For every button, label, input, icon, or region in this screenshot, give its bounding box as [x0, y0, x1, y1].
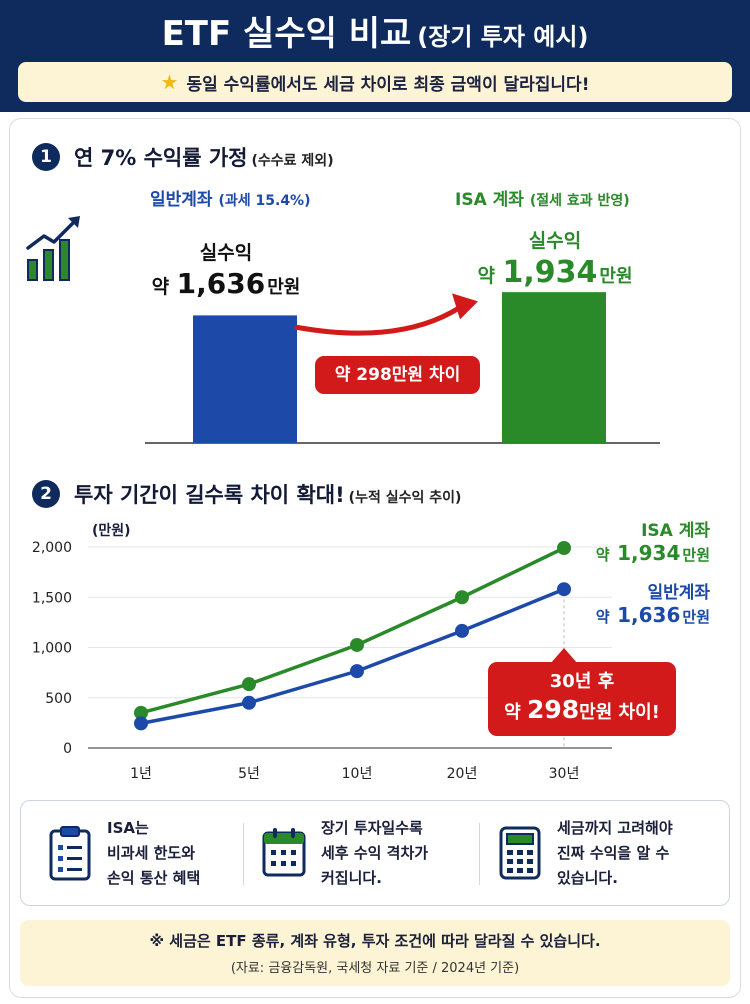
x-tick-label: 1년: [130, 766, 152, 782]
section2-number: 2: [32, 480, 60, 508]
info-item-longterm: 장기 투자일수록 세후 수익 격차가 커집니다.: [261, 801, 428, 905]
info-item-isa: ISA는 비과세 한도와 손익 통산 혜택: [47, 801, 200, 905]
general-tax-note: (과세 15.4%): [218, 193, 311, 209]
y-tick-label: 1,000: [32, 641, 72, 657]
general-value-label: 실수익: [199, 242, 253, 264]
isa-account-label: ISA 계좌 (절세 효과 반영): [455, 190, 630, 210]
data-point-isa: [455, 590, 469, 605]
y-tick-label: 1,500: [32, 590, 72, 606]
data-point-isa: [242, 677, 256, 692]
section2-note: (누적 실수익 추이): [348, 490, 462, 506]
legend-isa: ISA 계좌 약 1,934 만원: [560, 516, 710, 565]
isa-amount: 1,934: [502, 255, 598, 290]
info-divider: [479, 823, 480, 885]
legend-isa-amount: 1,934: [617, 541, 681, 565]
isa-value-text: 실수익 약 1,934 만원: [470, 226, 640, 290]
y-unit-label: (만원): [92, 523, 131, 539]
x-tick-label: 5년: [238, 766, 260, 782]
callout-amount: 298: [526, 695, 580, 724]
info-text-longterm: 장기 투자일수록 세후 수익 격차가 커집니다.: [321, 818, 429, 887]
general-value-text: 실수익 약 1,636 만원: [146, 238, 306, 300]
info-text-tax: 세금까지 고려해야 진짜 수익을 알 수 있습니다.: [557, 818, 673, 887]
y-tick-label: 2,000: [32, 540, 72, 556]
clipboard-checklist-icon: [49, 826, 91, 881]
footer-source: (자료: 금융감독원, 국세청 자료 기준 / 2024년 기준): [230, 961, 520, 976]
trend-line-chart: 0 500 1,000 1,500 2,000 1년 5년 10년 20년 30년: [32, 540, 612, 782]
data-point-general: [350, 664, 364, 679]
legend-general-amount: 1,636: [617, 603, 681, 627]
comparison-bar-chart: [145, 292, 660, 444]
legend-general: 일반계좌 약 1,636 만원: [560, 578, 710, 627]
info-banner: ★ 동일 수익률에서도 세금 차이로 최종 금액이 달라집니다!: [18, 62, 732, 102]
x-tick-label: 20년: [447, 766, 478, 782]
callout-line1: 30년 후: [549, 671, 615, 692]
growth-chart-icon: [26, 216, 80, 281]
data-point-isa: [557, 541, 571, 556]
data-point-general: [242, 695, 256, 710]
isa-value-label: 실수익: [528, 230, 582, 252]
bar-isa: [502, 292, 606, 443]
x-tick-label: 10년: [342, 766, 373, 782]
difference-arrow-head: [452, 293, 478, 320]
banner-text: 동일 수익률에서도 세금 차이로 최종 금액이 달라집니다!: [186, 74, 590, 95]
legend-isa-name: ISA 계좌: [641, 521, 710, 541]
difference-arrow: [294, 304, 463, 336]
y-tick-label: 500: [45, 691, 72, 707]
page-subtitle: (장기 투자 예시): [417, 23, 589, 51]
info-box: ISA는 비과세 한도와 손익 통산 혜택 장기 투자일수록 세후 수익 격차가…: [20, 800, 730, 906]
difference-badge: 약 298만원 차이: [315, 356, 480, 394]
star-icon: ★: [160, 70, 179, 94]
isa-tax-note: (절세 효과 반영): [529, 193, 630, 209]
section1-number: 1: [32, 143, 60, 171]
bar-general: [193, 315, 297, 443]
footer-note: ※ 세금은 ETF 종류, 계좌 유형, 투자 조건에 따라 달라질 수 있습니…: [149, 932, 601, 950]
general-account-label: 일반계좌 (과세 15.4%): [150, 190, 311, 210]
x-tick-label: 30년: [549, 766, 580, 782]
calendar-icon: [262, 828, 306, 877]
page-title: ETF 실수익 비교 (장기 투자 예시): [161, 14, 589, 54]
general-amount: 1,636: [176, 267, 266, 300]
info-text-isa: ISA는 비과세 한도와 손익 통산 혜택: [107, 818, 201, 887]
calculator-icon: [499, 826, 541, 880]
data-point-general: [557, 582, 571, 597]
footer-note-box: ※ 세금은 ETF 종류, 계좌 유형, 투자 조건에 따라 달라질 수 있습니…: [20, 920, 730, 986]
section1-note: (수수료 제외): [251, 153, 334, 169]
callout-pointer: [550, 648, 578, 664]
data-point-general: [455, 623, 469, 638]
header: ETF 실수익 비교 (장기 투자 예시) ★ 동일 수익률에서도 세금 차이로 …: [0, 0, 750, 112]
data-point-general: [134, 716, 148, 731]
info-item-tax: 세금까지 고려해야 진짜 수익을 알 수 있습니다.: [497, 801, 673, 905]
data-point-isa: [134, 705, 148, 720]
section2-title: 투자 기간이 길수록 차이 확대! (누적 실수익 추이): [74, 483, 462, 507]
difference-callout: 30년 후 약 298만원 차이!: [488, 662, 676, 736]
info-divider: [243, 823, 244, 885]
data-point-isa: [350, 637, 364, 652]
y-tick-label: 0: [63, 741, 72, 757]
legend-general-name: 일반계좌: [647, 583, 710, 603]
section1-title: 연 7% 수익률 가정 (수수료 제외): [74, 146, 334, 170]
